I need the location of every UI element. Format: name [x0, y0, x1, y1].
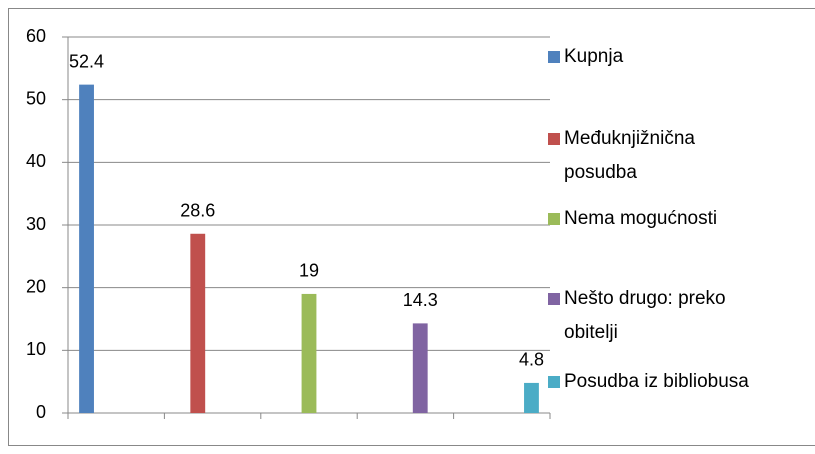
- legend-swatch: [548, 376, 560, 388]
- data-label: 52.4: [69, 51, 104, 71]
- bar: [524, 382, 539, 413]
- legend-item: Posudba iz bibliobusa: [546, 365, 801, 399]
- legend-label: Posudba iz bibliobusa: [564, 371, 749, 392]
- legend-item: Međuknjižnična posudba: [546, 122, 801, 190]
- legend-item: Nema mogućnosti: [546, 202, 801, 236]
- legend-label: Kupnja: [564, 46, 624, 67]
- data-label: 14.3: [403, 290, 438, 310]
- bar: [301, 293, 317, 413]
- y-tick-label: 0: [36, 402, 46, 422]
- bar: [412, 323, 428, 413]
- legend-item: Kupnja: [546, 40, 801, 74]
- data-label: 4.8: [519, 350, 544, 370]
- legend-swatch: [548, 133, 560, 145]
- legend-swatch: [548, 51, 560, 63]
- legend-swatch: [548, 293, 560, 305]
- y-tick-label: 10: [26, 339, 46, 359]
- y-tick-label: 30: [26, 214, 46, 234]
- legend-label: Nema mogućnosti: [564, 208, 718, 229]
- bar: [190, 233, 206, 413]
- data-label: 19: [299, 261, 319, 281]
- y-tick-label: 20: [26, 276, 46, 296]
- data-label: 28.6: [180, 201, 215, 221]
- legend-label: Međuknjižnična posudba: [564, 128, 695, 183]
- y-tick-label: 40: [26, 151, 46, 171]
- y-tick-label: 60: [26, 26, 46, 46]
- legend-item: Nešto drugo: preko obitelji: [546, 282, 801, 350]
- y-tick-label: 50: [26, 88, 46, 108]
- legend-swatch: [548, 213, 560, 225]
- bar: [79, 84, 94, 414]
- legend-label: Nešto drugo: preko obitelji: [564, 288, 726, 343]
- chart-frame: [8, 8, 815, 446]
